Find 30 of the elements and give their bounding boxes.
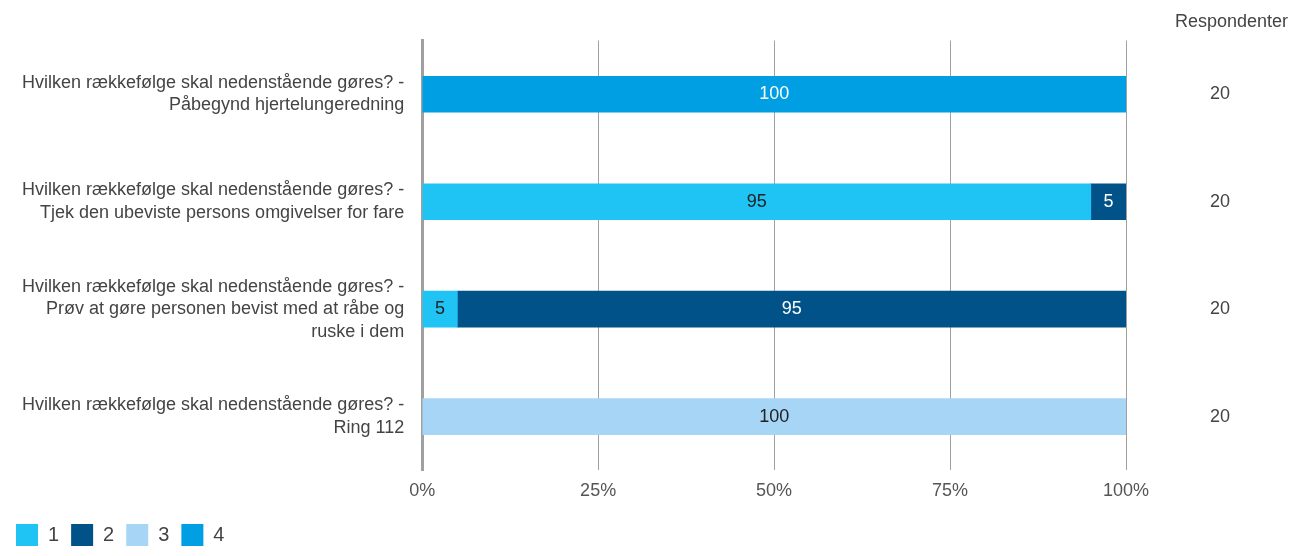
data-label: 5 bbox=[1103, 190, 1114, 211]
bar bbox=[422, 183, 1092, 221]
x-tick-label: 0% bbox=[409, 480, 436, 501]
bar bbox=[422, 398, 1126, 435]
x-tick-label: 25% bbox=[580, 480, 617, 501]
y-tick-label: Hvilken rækkefølge skal nedenstående gøres? - Prøv at gøre personen bevist med at råbe og ruske i dem bbox=[22, 275, 405, 341]
data-label: 100 bbox=[759, 405, 790, 426]
data-label: 95 bbox=[746, 190, 767, 211]
bar bbox=[422, 290, 458, 328]
x-tick-label: 50% bbox=[756, 480, 793, 501]
text: 20 bbox=[1209, 190, 1231, 211]
data-label: 5 bbox=[435, 298, 446, 319]
bar bbox=[457, 290, 1126, 328]
legend-label: 3 bbox=[158, 522, 170, 545]
y-tick-label: Hvilken rækkefølge skal nedenstående gøres? - Ring 112 bbox=[22, 394, 405, 437]
legend-label: 1 bbox=[48, 522, 60, 545]
y-tick-label: Hvilken rækkefølge skal nedenstående gøres? - Påbegynd hjertelungeredning bbox=[22, 71, 405, 115]
legend-label: 4 bbox=[213, 522, 225, 545]
y-tick-label: Hvilken rækkefølge skal nedenstående gøres? - Tjek den ubeviste persons omgivelser for fare bbox=[22, 179, 405, 222]
data-label: 95 bbox=[781, 298, 802, 319]
bar bbox=[422, 75, 1126, 113]
text: 20 bbox=[1209, 298, 1231, 319]
x-tick-label: 100% bbox=[1102, 480, 1150, 501]
text: Respondenter bbox=[1174, 10, 1288, 31]
x-tick-label: 75% bbox=[932, 480, 969, 501]
legend-label: 2 bbox=[103, 522, 115, 545]
text: 20 bbox=[1209, 83, 1231, 104]
text: 20 bbox=[1209, 405, 1231, 426]
bar bbox=[1090, 183, 1126, 221]
data-label: 100 bbox=[759, 83, 790, 104]
